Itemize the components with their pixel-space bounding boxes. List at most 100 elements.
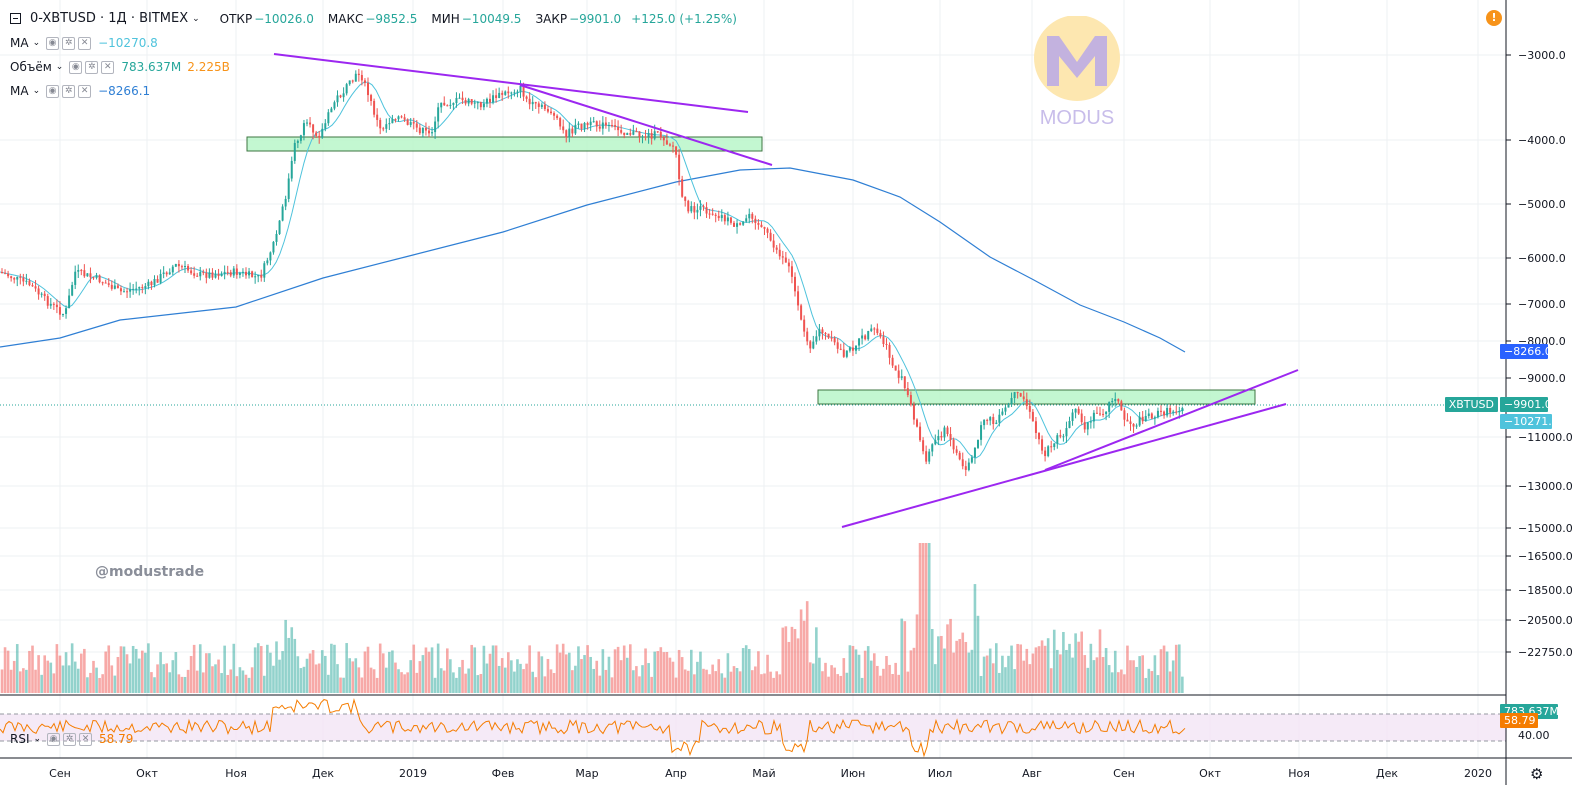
volume-bar bbox=[165, 663, 168, 693]
legend-ma-slow[interactable]: MA ⌄ ◉ ✲ ✕ −8266.1 bbox=[10, 84, 150, 98]
volume-bar bbox=[1101, 657, 1105, 693]
candle-body bbox=[394, 119, 397, 121]
candle-body bbox=[293, 142, 296, 161]
gear-icon[interactable]: ✲ bbox=[85, 60, 99, 74]
candle-body bbox=[135, 288, 138, 290]
candle-body bbox=[31, 285, 34, 287]
close-icon[interactable]: ✕ bbox=[101, 60, 115, 74]
volume-bar bbox=[9, 669, 13, 693]
symbol-tag: XBTUSD bbox=[1444, 397, 1498, 412]
gear-icon[interactable]: ✲ bbox=[62, 84, 76, 98]
volume-bar bbox=[995, 643, 998, 693]
ma-slow-polyline bbox=[0, 167, 1186, 353]
candle-body bbox=[214, 274, 217, 278]
volume-bar bbox=[1144, 677, 1148, 693]
candle-body bbox=[284, 198, 287, 207]
resistance-zone-lower bbox=[817, 389, 1256, 405]
candle-body bbox=[806, 331, 809, 342]
candle-body bbox=[678, 154, 681, 180]
close-icon[interactable]: ✕ bbox=[79, 732, 93, 746]
candle-body bbox=[553, 113, 556, 116]
candle-body bbox=[302, 123, 305, 136]
volume-bar bbox=[141, 650, 144, 693]
time-tick-label: Фев bbox=[492, 767, 515, 780]
trend-line bbox=[1044, 369, 1299, 471]
candle-body bbox=[1141, 416, 1144, 422]
volume-bar bbox=[937, 636, 940, 693]
candle-body bbox=[1004, 407, 1007, 412]
volume-bar bbox=[671, 661, 675, 693]
candle-body bbox=[83, 270, 86, 277]
volume-bar bbox=[1016, 643, 1019, 693]
candle-body bbox=[1172, 411, 1175, 413]
eye-icon[interactable]: ◉ bbox=[69, 60, 83, 74]
candle-body bbox=[943, 427, 946, 438]
candle-body bbox=[446, 105, 449, 107]
candle-body bbox=[903, 376, 906, 389]
chevron-down-icon[interactable]: ⌄ bbox=[32, 38, 41, 48]
volume-bar bbox=[217, 659, 220, 693]
eye-icon[interactable]: ◉ bbox=[46, 36, 60, 50]
candle-body bbox=[1114, 399, 1117, 402]
price-tick-label: −9000.0 bbox=[1518, 372, 1566, 385]
volume-bar bbox=[1056, 649, 1059, 693]
candle-body bbox=[467, 99, 470, 104]
candle-body bbox=[919, 426, 922, 441]
collapse-icon[interactable] bbox=[10, 13, 21, 24]
chevron-down-icon[interactable]: ⌄ bbox=[32, 86, 41, 96]
volume-bar bbox=[439, 668, 443, 693]
chevron-down-icon[interactable]: ⌄ bbox=[55, 62, 64, 72]
candle-body bbox=[1080, 413, 1083, 423]
close-icon[interactable]: ✕ bbox=[78, 84, 92, 98]
candle-body bbox=[507, 91, 510, 94]
chevron-down-icon[interactable]: ⌄ bbox=[192, 13, 200, 24]
volume-bar bbox=[1153, 655, 1157, 693]
gear-icon[interactable]: ✲ bbox=[62, 36, 76, 50]
close-icon[interactable]: ✕ bbox=[78, 36, 92, 50]
volume-bar bbox=[412, 644, 416, 693]
candle-body bbox=[867, 331, 870, 340]
volume-ma-value: 2.225B bbox=[187, 60, 230, 74]
volume-bar bbox=[772, 677, 775, 693]
volume-bar bbox=[714, 671, 717, 693]
gear-icon[interactable]: ⚙ bbox=[1530, 765, 1544, 783]
gear-icon[interactable]: ✲ bbox=[63, 732, 77, 746]
legend-ma-fast[interactable]: MA ⌄ ◉ ✲ ✕ −10270.8 bbox=[10, 36, 158, 50]
volume-bar bbox=[153, 677, 156, 693]
candle-body bbox=[675, 146, 678, 155]
candle-body bbox=[19, 276, 22, 278]
candle-body bbox=[55, 304, 58, 308]
volume-bar bbox=[863, 650, 867, 693]
candle-body bbox=[604, 122, 607, 126]
candle-body bbox=[787, 262, 790, 267]
alert-icon[interactable]: ! bbox=[1486, 10, 1502, 26]
volume-bar bbox=[876, 665, 879, 693]
candle-body bbox=[257, 274, 260, 277]
candle-body bbox=[245, 271, 247, 276]
price-tick-label: −13000.0 bbox=[1518, 480, 1572, 493]
candle-body bbox=[92, 277, 95, 279]
ma-slow-label: MA bbox=[10, 84, 29, 98]
eye-icon[interactable]: ◉ bbox=[46, 84, 60, 98]
volume-bar bbox=[735, 668, 739, 693]
candle-body bbox=[266, 260, 269, 264]
chevron-down-icon[interactable]: ⌄ bbox=[33, 734, 42, 744]
volume-bar bbox=[656, 651, 660, 693]
volume-bar bbox=[339, 677, 342, 693]
volume-bar bbox=[793, 629, 797, 693]
legend-volume[interactable]: Объём ⌄ ◉ ✲ ✕ 783.637M 2.225B bbox=[10, 60, 230, 74]
candle-body bbox=[550, 111, 552, 114]
candle-body bbox=[937, 436, 940, 441]
volume-bar bbox=[107, 645, 111, 693]
volume-bar bbox=[693, 674, 696, 693]
volume-bar bbox=[55, 644, 59, 693]
volume-bar bbox=[241, 670, 245, 693]
legend-rsi[interactable]: RSI ⌄ ◉ ✲ ✕ 58.79 bbox=[10, 732, 133, 746]
volume-bar bbox=[430, 647, 434, 693]
symbol-title[interactable]: 0-XBTUSD · 1Д · BITMEX bbox=[30, 11, 189, 26]
volume-bar bbox=[510, 660, 513, 693]
volume-bar bbox=[134, 648, 138, 693]
candle-body bbox=[1077, 408, 1080, 414]
eye-icon[interactable]: ◉ bbox=[47, 732, 61, 746]
